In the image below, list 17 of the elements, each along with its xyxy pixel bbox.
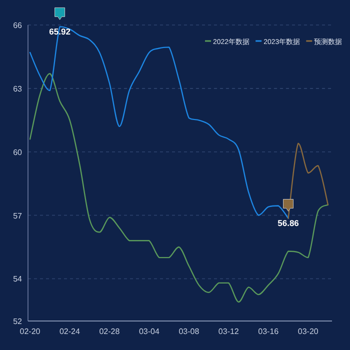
- x-tick-label: 02-28: [99, 327, 120, 336]
- line-series: [29, 73, 329, 303]
- y-tick-label: 52: [13, 317, 23, 326]
- x-tick-label: 03-12: [218, 327, 240, 336]
- x-tick-label: 02-24: [60, 327, 81, 336]
- y-tick-label: 54: [13, 274, 23, 284]
- x-tick-label: 03-04: [138, 327, 160, 336]
- y-tick-label: 63: [13, 84, 23, 94]
- y-tick-label: 57: [13, 211, 23, 220]
- annotation: 56.86: [278, 218, 300, 228]
- x-tick-label: 02-20: [20, 327, 41, 336]
- y-tick-label: 66: [13, 21, 23, 30]
- line-series: [288, 142, 329, 219]
- x-tick-label: 03-16: [258, 327, 280, 336]
- y-tick-label: 60: [13, 148, 23, 157]
- x-tick-label: 03-08: [178, 327, 200, 336]
- x-tick-label: 03-20: [298, 327, 319, 336]
